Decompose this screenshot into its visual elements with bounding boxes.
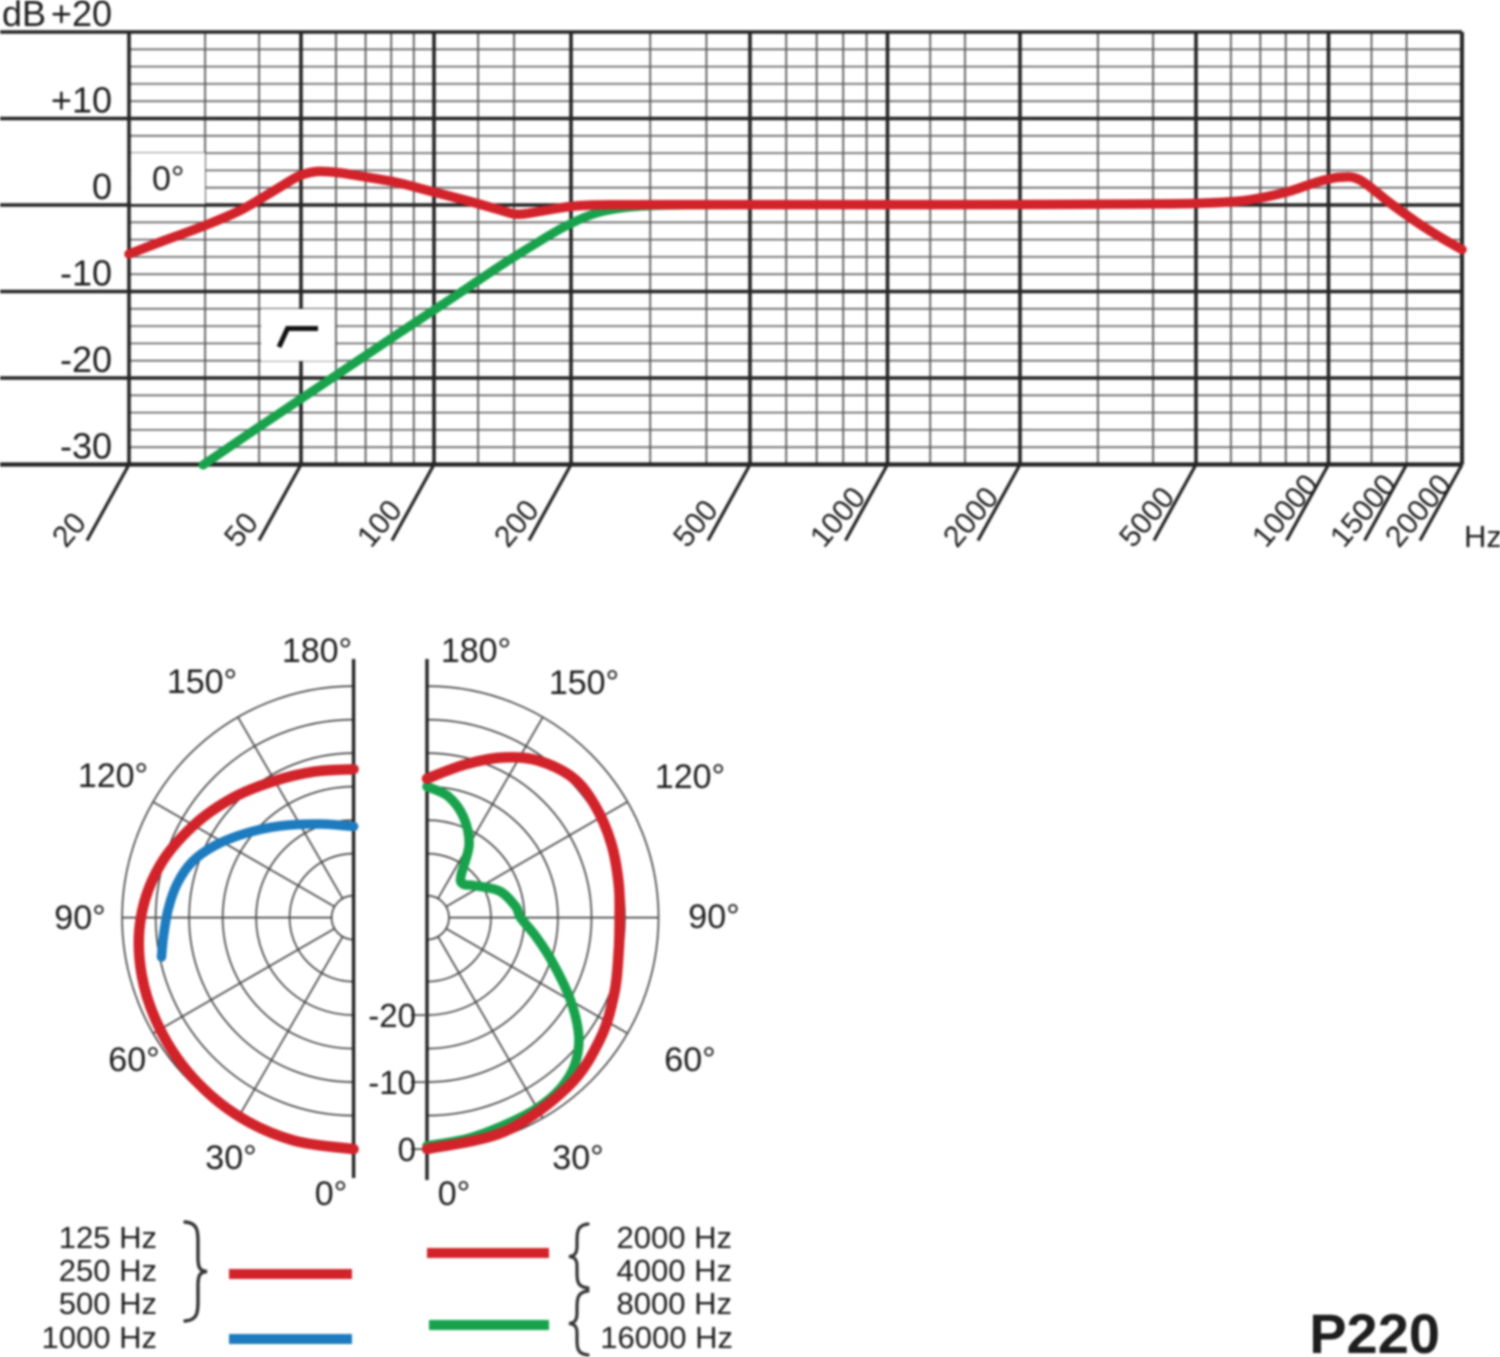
svg-text:0°: 0° — [152, 160, 185, 198]
svg-text:125 Hz: 125 Hz — [59, 1220, 157, 1255]
svg-text:90°: 90° — [688, 898, 739, 936]
svg-text:150°: 150° — [167, 663, 237, 701]
svg-text:8000 Hz: 8000 Hz — [617, 1286, 732, 1321]
svg-text:180°: 180° — [282, 632, 352, 670]
svg-text:180°: 180° — [441, 632, 511, 670]
svg-text:0°: 0° — [315, 1175, 348, 1213]
svg-text:30°: 30° — [205, 1139, 256, 1177]
svg-text:-10: -10 — [368, 1064, 416, 1101]
svg-text:120°: 120° — [655, 758, 725, 796]
svg-text:0°: 0° — [438, 1175, 471, 1213]
svg-text:-10: -10 — [60, 253, 112, 294]
svg-text:250 Hz: 250 Hz — [59, 1253, 157, 1288]
svg-text:500 Hz: 500 Hz — [59, 1286, 157, 1321]
svg-text:60°: 60° — [108, 1041, 159, 1079]
svg-text:1000 Hz: 1000 Hz — [42, 1320, 157, 1355]
svg-text:150°: 150° — [549, 664, 619, 702]
svg-text:+10: +10 — [51, 80, 112, 121]
svg-text:60°: 60° — [664, 1041, 715, 1079]
svg-text:dB: dB — [2, 0, 46, 34]
svg-text:P220: P220 — [1309, 1302, 1440, 1357]
svg-text:-20: -20 — [368, 997, 416, 1034]
svg-text:-30: -30 — [60, 426, 112, 467]
svg-text:+20: +20 — [51, 0, 112, 34]
svg-text:0: 0 — [92, 166, 112, 207]
svg-text:4000 Hz: 4000 Hz — [617, 1253, 732, 1288]
svg-text:-20: -20 — [60, 339, 112, 380]
svg-text:2000 Hz: 2000 Hz — [617, 1220, 732, 1255]
svg-text:0: 0 — [398, 1131, 416, 1168]
svg-text:16000 Hz: 16000 Hz — [600, 1320, 733, 1355]
svg-text:Hz: Hz — [1464, 519, 1500, 554]
svg-text:120°: 120° — [78, 757, 148, 795]
svg-text:30°: 30° — [552, 1139, 603, 1177]
svg-text:90°: 90° — [54, 899, 105, 937]
